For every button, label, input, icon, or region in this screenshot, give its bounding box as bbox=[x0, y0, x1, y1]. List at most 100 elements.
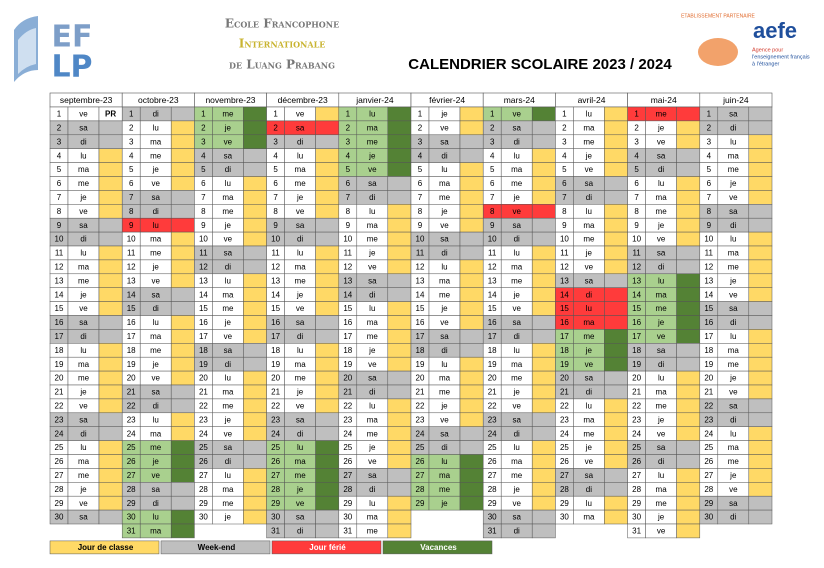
weekday: lu bbox=[297, 443, 303, 452]
weekday: ve bbox=[657, 235, 666, 244]
status-cell bbox=[531, 412, 556, 427]
day-number: 23 bbox=[488, 415, 497, 424]
month-name: octobre-23 bbox=[138, 95, 179, 105]
status-cell bbox=[98, 259, 123, 275]
weekday: lu bbox=[586, 401, 592, 410]
day-number: 21 bbox=[704, 388, 713, 397]
day-number: 19 bbox=[632, 360, 641, 369]
status-cell bbox=[170, 468, 195, 483]
weekday: di bbox=[514, 527, 520, 536]
month-name: novembre-23 bbox=[205, 95, 255, 105]
status-cell bbox=[243, 454, 267, 469]
status-cell bbox=[387, 204, 412, 219]
status-cell bbox=[170, 384, 195, 400]
day-number: 23 bbox=[271, 415, 280, 424]
day-number: 1 bbox=[707, 110, 712, 119]
weekday: lu bbox=[730, 429, 736, 438]
status-cell bbox=[387, 315, 412, 330]
status-cell bbox=[243, 495, 267, 511]
day-number: 20 bbox=[560, 374, 569, 383]
weekday: ve bbox=[151, 374, 160, 383]
weekday: lu bbox=[730, 332, 736, 341]
page-title: CALENDRIER SCOLAIRE 2023 / 2024 bbox=[408, 56, 672, 73]
day-number: 27 bbox=[560, 471, 569, 480]
day-number: 3 bbox=[129, 137, 134, 146]
aefe-tagline: à l'étranger bbox=[752, 61, 780, 67]
day-number: 25 bbox=[199, 443, 208, 452]
weekday: di bbox=[369, 193, 375, 202]
day-number: 5 bbox=[346, 165, 351, 174]
status-cell bbox=[676, 384, 701, 400]
day-number: 25 bbox=[560, 443, 569, 452]
weekday: lu bbox=[441, 457, 447, 466]
status-cell bbox=[243, 190, 267, 205]
day-number: 17 bbox=[416, 332, 425, 341]
status-cell bbox=[170, 398, 195, 414]
day-number: 15 bbox=[271, 304, 280, 313]
status-cell bbox=[387, 370, 412, 386]
day-number: 7 bbox=[418, 193, 423, 202]
weekday: sa bbox=[585, 471, 594, 480]
status-cell bbox=[98, 176, 123, 191]
status-cell bbox=[387, 301, 412, 316]
weekday: sa bbox=[657, 151, 666, 160]
status-cell bbox=[387, 176, 412, 191]
weekday: je bbox=[224, 318, 232, 327]
status-cell bbox=[170, 356, 195, 372]
weekday: je bbox=[585, 249, 593, 258]
status-cell bbox=[531, 426, 556, 441]
day-number: 21 bbox=[271, 388, 280, 397]
day-number: 28 bbox=[127, 485, 136, 494]
status-cell bbox=[748, 384, 773, 400]
day-number: 31 bbox=[271, 527, 280, 536]
status-cell bbox=[243, 231, 267, 247]
day-number: 22 bbox=[271, 401, 280, 410]
day-number: 17 bbox=[199, 332, 208, 341]
day-number: 13 bbox=[271, 276, 280, 285]
weekday: me bbox=[583, 429, 595, 438]
status-cell bbox=[676, 426, 701, 441]
status-cell bbox=[604, 134, 628, 149]
day-number: 12 bbox=[127, 262, 136, 271]
weekday: ma bbox=[656, 388, 668, 397]
status-cell bbox=[387, 384, 412, 400]
legend-swatch bbox=[49, 540, 160, 555]
status-cell bbox=[315, 398, 340, 414]
status-cell bbox=[170, 217, 195, 233]
day-number: 30 bbox=[632, 513, 641, 522]
status-cell bbox=[243, 287, 267, 302]
month-name: mars-24 bbox=[504, 95, 535, 105]
weekday: ve bbox=[296, 304, 305, 313]
status-cell bbox=[676, 482, 701, 497]
day-number: 18 bbox=[416, 346, 425, 355]
day-number: 23 bbox=[127, 415, 136, 424]
day-number: 28 bbox=[704, 485, 713, 494]
day-number: 20 bbox=[55, 374, 64, 383]
day-number: 7 bbox=[490, 193, 495, 202]
day-number: 19 bbox=[199, 360, 208, 369]
weekday: lu bbox=[730, 137, 736, 146]
weekday: je bbox=[152, 457, 160, 466]
weekday: ma bbox=[511, 360, 523, 369]
weekday: lu bbox=[586, 499, 592, 508]
weekday: lu bbox=[586, 110, 592, 119]
day-number: 8 bbox=[57, 207, 62, 216]
status-cell bbox=[531, 509, 556, 525]
status-cell bbox=[170, 273, 195, 288]
weekday: di bbox=[80, 429, 86, 438]
weekday: ve bbox=[368, 457, 377, 466]
status-cell bbox=[748, 509, 773, 525]
day-number: 11 bbox=[632, 249, 641, 258]
status-cell bbox=[387, 482, 412, 497]
day-number: 14 bbox=[704, 290, 713, 299]
weekday: ma bbox=[222, 485, 234, 494]
status-cell bbox=[315, 412, 340, 427]
status-cell bbox=[748, 412, 773, 427]
weekday: ma bbox=[367, 221, 379, 230]
status-cell bbox=[387, 523, 412, 539]
day-number: 13 bbox=[704, 276, 713, 285]
day-number: 31 bbox=[343, 527, 352, 536]
weekday: je bbox=[224, 415, 232, 424]
status-cell bbox=[98, 356, 123, 372]
status-cell bbox=[243, 162, 267, 177]
